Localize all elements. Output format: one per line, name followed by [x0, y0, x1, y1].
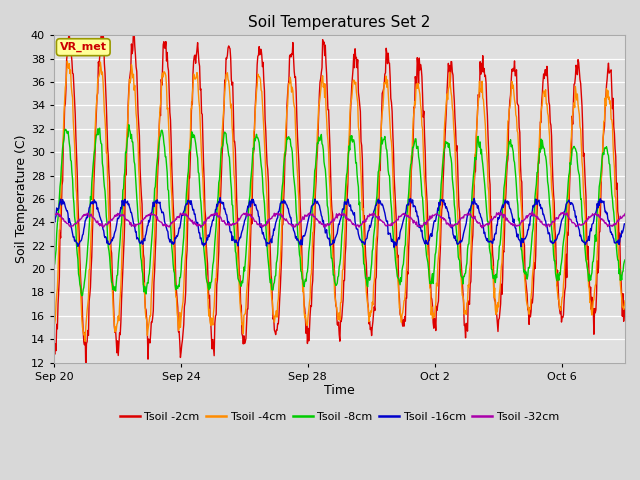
- Tsoil -4cm: [81, 338, 89, 344]
- Tsoil -4cm: [513, 114, 520, 120]
- Line: Tsoil -8cm: Tsoil -8cm: [54, 125, 625, 296]
- Tsoil -2cm: [71, 96, 79, 102]
- Tsoil -4cm: [375, 175, 383, 180]
- Legend: Tsoil -2cm, Tsoil -4cm, Tsoil -8cm, Tsoil -16cm, Tsoil -32cm: Tsoil -2cm, Tsoil -4cm, Tsoil -8cm, Tsoi…: [116, 408, 563, 426]
- Tsoil -4cm: [50, 322, 58, 328]
- Tsoil -32cm: [478, 225, 486, 231]
- Tsoil -8cm: [78, 293, 86, 299]
- Tsoil -4cm: [63, 58, 71, 64]
- Tsoil -8cm: [513, 185, 520, 191]
- Tsoil -2cm: [98, 25, 106, 31]
- Tsoil -16cm: [621, 221, 629, 227]
- Tsoil -32cm: [50, 211, 58, 216]
- Tsoil -4cm: [186, 144, 193, 149]
- Title: Soil Temperatures Set 2: Soil Temperatures Set 2: [248, 15, 431, 30]
- Tsoil -4cm: [259, 110, 267, 116]
- Tsoil -16cm: [259, 231, 266, 237]
- Tsoil -16cm: [289, 223, 297, 229]
- Text: VR_met: VR_met: [60, 42, 107, 52]
- Tsoil -8cm: [186, 147, 193, 153]
- Tsoil -2cm: [513, 67, 520, 72]
- Tsoil -16cm: [513, 230, 520, 236]
- Tsoil -2cm: [82, 368, 90, 374]
- Tsoil -16cm: [50, 216, 58, 222]
- Tsoil -32cm: [374, 215, 381, 220]
- Tsoil -32cm: [621, 211, 629, 216]
- Tsoil -32cm: [71, 221, 79, 227]
- Line: Tsoil -32cm: Tsoil -32cm: [54, 212, 625, 228]
- Tsoil -4cm: [290, 99, 298, 105]
- Tsoil -8cm: [50, 264, 58, 269]
- Tsoil -4cm: [72, 158, 79, 164]
- Tsoil -16cm: [184, 197, 192, 203]
- Tsoil -8cm: [71, 214, 79, 219]
- Tsoil -8cm: [259, 189, 267, 194]
- Tsoil -8cm: [375, 168, 383, 173]
- Y-axis label: Soil Temperature (C): Soil Temperature (C): [15, 135, 28, 263]
- Tsoil -16cm: [390, 244, 398, 250]
- Tsoil -32cm: [529, 209, 536, 215]
- Tsoil -2cm: [621, 306, 629, 312]
- Line: Tsoil -16cm: Tsoil -16cm: [54, 198, 625, 247]
- Tsoil -2cm: [259, 60, 267, 65]
- Tsoil -2cm: [290, 56, 298, 61]
- Tsoil -32cm: [512, 222, 520, 228]
- Tsoil -16cm: [71, 238, 79, 244]
- Tsoil -32cm: [289, 224, 296, 229]
- Line: Tsoil -4cm: Tsoil -4cm: [54, 61, 625, 341]
- Tsoil -2cm: [375, 203, 383, 208]
- Tsoil -4cm: [621, 298, 629, 304]
- Tsoil -8cm: [125, 122, 132, 128]
- Tsoil -2cm: [186, 175, 193, 180]
- Line: Tsoil -2cm: Tsoil -2cm: [54, 28, 625, 371]
- Tsoil -32cm: [184, 215, 192, 221]
- Tsoil -8cm: [621, 257, 629, 263]
- Tsoil -32cm: [258, 223, 266, 229]
- Tsoil -16cm: [216, 195, 224, 201]
- Tsoil -8cm: [290, 172, 298, 178]
- Tsoil -2cm: [50, 345, 58, 350]
- Tsoil -16cm: [374, 196, 382, 202]
- X-axis label: Time: Time: [324, 384, 355, 397]
